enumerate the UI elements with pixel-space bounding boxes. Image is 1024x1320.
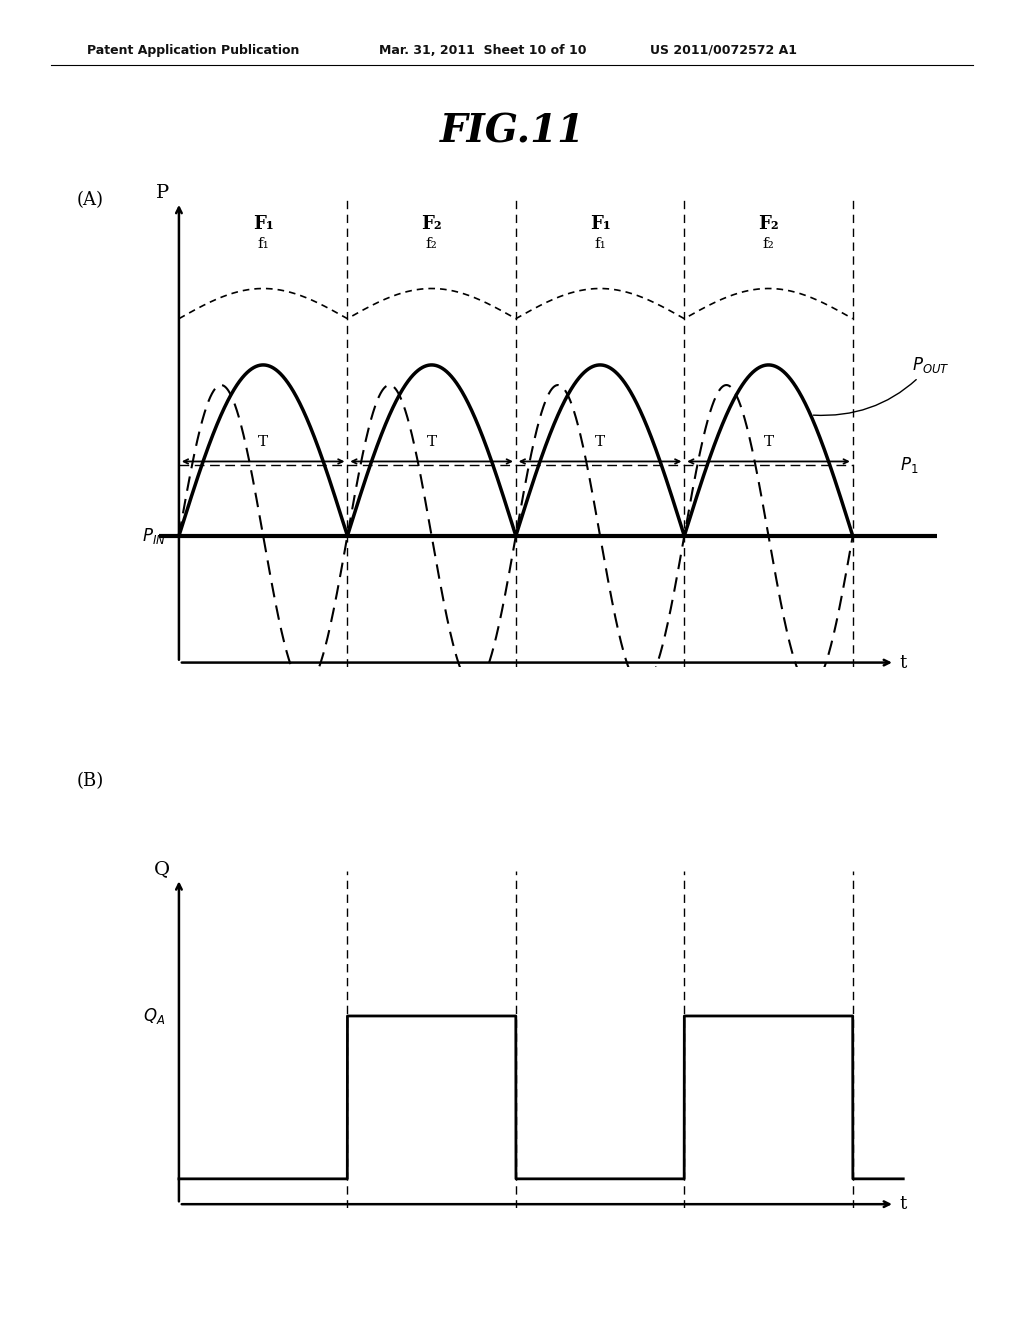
Text: FIG.11: FIG.11: [439, 112, 585, 150]
Text: t: t: [900, 1195, 907, 1213]
Text: (B): (B): [77, 772, 104, 791]
Text: F₂: F₂: [758, 215, 779, 234]
Text: F₁: F₁: [253, 215, 273, 234]
Text: P: P: [156, 183, 169, 202]
Text: $P_1$: $P_1$: [900, 455, 919, 475]
Text: US 2011/0072572 A1: US 2011/0072572 A1: [650, 44, 798, 57]
Text: f₁: f₁: [594, 238, 606, 251]
Text: $P_{OUT}$: $P_{OUT}$: [813, 355, 949, 416]
Text: f₂: f₂: [426, 238, 437, 251]
Text: T: T: [427, 436, 436, 449]
Text: T: T: [258, 436, 268, 449]
Text: Patent Application Publication: Patent Application Publication: [87, 44, 299, 57]
Text: F₁: F₁: [590, 215, 610, 234]
Text: F₂: F₂: [421, 215, 442, 234]
Text: f₂: f₂: [763, 238, 774, 251]
Text: Mar. 31, 2011  Sheet 10 of 10: Mar. 31, 2011 Sheet 10 of 10: [379, 44, 587, 57]
Text: f₁: f₁: [257, 238, 269, 251]
Text: $Q_A$: $Q_A$: [143, 1006, 166, 1026]
Text: $P_{IN}$: $P_{IN}$: [141, 525, 166, 546]
Text: t: t: [900, 653, 907, 672]
Text: (A): (A): [77, 191, 103, 210]
Text: T: T: [595, 436, 605, 449]
Text: T: T: [764, 436, 773, 449]
Text: Q: Q: [154, 861, 170, 878]
